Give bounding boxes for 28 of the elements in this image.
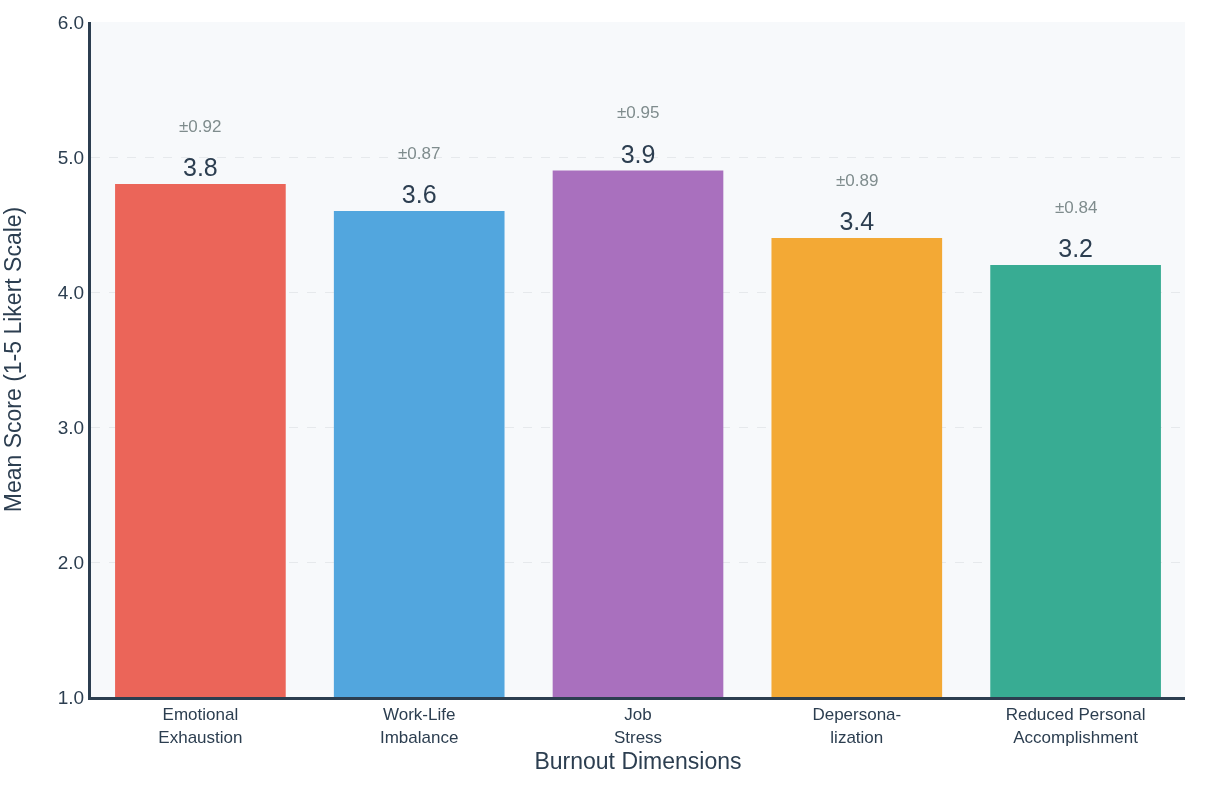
data-label: 3.4 — [839, 207, 875, 235]
x-tick-label: Depersona- lization — [812, 705, 902, 747]
annotation: ±0.89 — [836, 171, 879, 190]
annotation: ±0.84 — [1055, 198, 1098, 217]
bar — [115, 184, 286, 697]
data-label: 3.8 — [183, 153, 218, 181]
annotation: ±0.92 — [179, 117, 222, 136]
data-label: 3.2 — [1058, 234, 1093, 262]
bar — [552, 170, 724, 697]
y-tick-label: 3.0 — [57, 416, 85, 438]
y-tick-label: 2.0 — [57, 551, 85, 573]
annotation: ±0.95 — [617, 103, 660, 122]
bar — [990, 265, 1161, 697]
x-tick-label: Job Stress — [613, 705, 663, 747]
y-tick-label: 4.0 — [57, 281, 85, 303]
y-tick-label: 5.0 — [57, 146, 85, 168]
y-tick-label: 6.0 — [57, 11, 85, 33]
x-axis-title: Burnout Dimensions — [534, 748, 742, 775]
bar — [771, 238, 943, 697]
x-tick-label: Emotional Exhaustion — [158, 705, 243, 747]
data-label: 3.9 — [620, 139, 656, 168]
y-tick-label: 1.0 — [57, 686, 85, 708]
data-label: 3.6 — [401, 180, 437, 208]
x-tick-label: Reduced Personal Accomplishment — [1005, 705, 1146, 747]
y-axis-title: Mean Score (1-5 Likert Scale) — [0, 206, 27, 513]
annotation: ±0.87 — [398, 144, 441, 163]
bar — [333, 211, 505, 697]
x-tick-label: Work-Life Imbalance — [379, 705, 459, 747]
